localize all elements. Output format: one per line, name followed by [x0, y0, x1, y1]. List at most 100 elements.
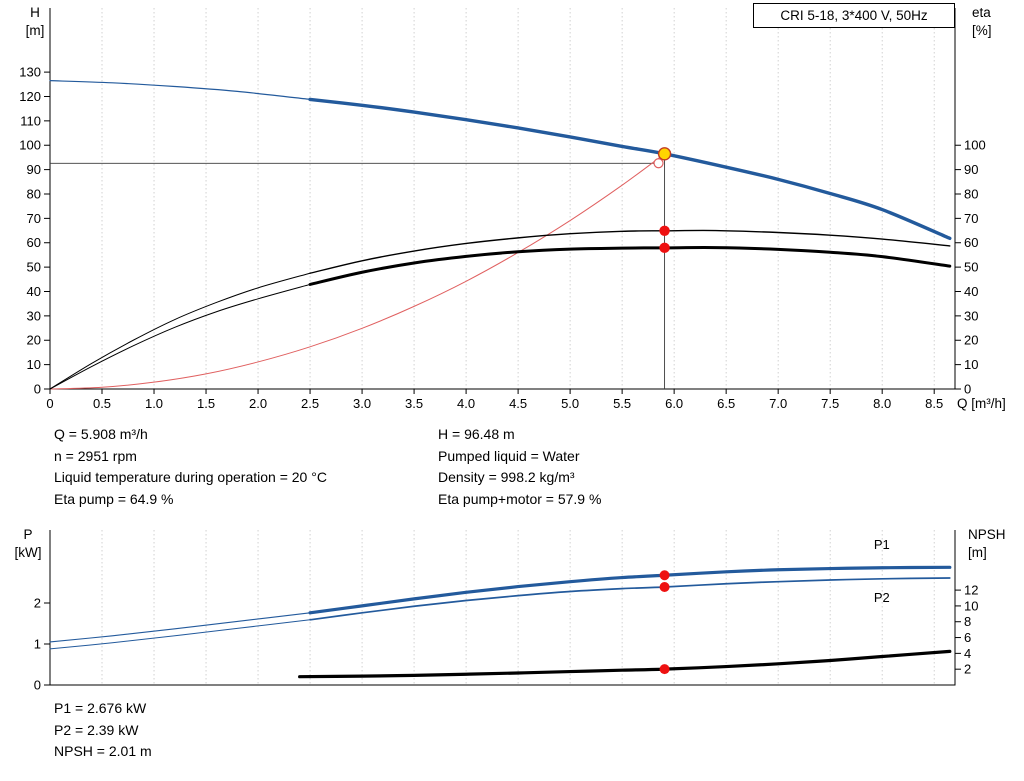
- svg-text:5.0: 5.0: [561, 396, 579, 411]
- p2-dot: [659, 581, 670, 592]
- svg-text:3.0: 3.0: [353, 396, 371, 411]
- duty-point: [657, 147, 672, 161]
- svg-text:70: 70: [964, 211, 978, 226]
- info-head: H = 96.48 m: [438, 426, 515, 442]
- p1-curve-extrapolated: [49, 612, 311, 643]
- h-axis-header: H [m]: [14, 4, 56, 40]
- h-axis-symbol: H: [30, 5, 40, 20]
- svg-text:1: 1: [34, 636, 41, 651]
- eta-axis-symbol: eta: [972, 5, 991, 20]
- svg-text:2.5: 2.5: [301, 396, 319, 411]
- svg-text:40: 40: [27, 284, 41, 299]
- p-axis-unit: [kW]: [14, 545, 42, 560]
- svg-text:80: 80: [27, 186, 41, 201]
- svg-text:60: 60: [27, 235, 41, 250]
- svg-text:130: 130: [19, 65, 41, 80]
- svg-text:0: 0: [34, 382, 41, 397]
- svg-text:20: 20: [964, 333, 978, 348]
- p2-curve-extrapolated: [49, 619, 311, 650]
- eta-pump-curve: [309, 229, 951, 274]
- pump-title: CRI 5-18, 3*400 V, 50Hz: [780, 8, 928, 23]
- svg-text:4.5: 4.5: [509, 396, 527, 411]
- info-flow: Q = 5.908 m³/h: [54, 426, 148, 442]
- p1-label: P1: [874, 537, 890, 552]
- npsh-axis-unit: [m]: [968, 545, 987, 560]
- svg-text:20: 20: [27, 333, 41, 348]
- svg-text:6: 6: [964, 630, 971, 645]
- svg-text:50: 50: [27, 260, 41, 275]
- p-axis-symbol: P: [23, 527, 33, 542]
- info-speed: n = 2951 rpm: [54, 447, 137, 464]
- svg-text:110: 110: [20, 113, 41, 128]
- power-info: P1 = 2.676 kW P2 = 2.39 kW NPSH = 2.01 m: [54, 698, 152, 763]
- svg-text:30: 30: [964, 308, 978, 323]
- svg-text:8.5: 8.5: [925, 396, 943, 411]
- svg-text:6.5: 6.5: [717, 396, 735, 411]
- info-eta-pump-motor: Eta pump+motor = 57.9 %: [438, 490, 602, 507]
- info-p2: P2 = 2.39 kW: [54, 721, 139, 738]
- duty-info-left: Q = 5.908 m³/h n = 2951 rpm Liquid tempe…: [54, 424, 327, 510]
- svg-text:2.0: 2.0: [249, 396, 267, 411]
- system-curve: [49, 153, 666, 390]
- svg-text:10: 10: [27, 357, 41, 372]
- svg-text:5.5: 5.5: [613, 396, 631, 411]
- svg-text:0: 0: [46, 396, 53, 411]
- svg-text:7.0: 7.0: [769, 396, 787, 411]
- eta-axis-unit: [%]: [972, 23, 992, 38]
- svg-text:30: 30: [27, 308, 41, 323]
- svg-text:90: 90: [964, 162, 978, 177]
- svg-text:4: 4: [964, 646, 971, 661]
- p1-dot: [659, 570, 670, 581]
- svg-text:0.5: 0.5: [93, 396, 111, 411]
- svg-text:2: 2: [964, 662, 971, 677]
- npsh-axis-header: NPSH [m]: [968, 526, 1020, 562]
- eta-axis-header: eta [%]: [972, 4, 1020, 40]
- npsh-dot: [659, 664, 670, 675]
- svg-text:6.0: 6.0: [665, 396, 683, 411]
- duty-info-right: H = 96.48 m Pumped liquid = Water Densit…: [438, 424, 601, 510]
- qh-chart: 0 10 20 30 40 50 60 70 80 90 100 110 120 130 0 10 20 30 40…: [19, 8, 986, 411]
- eta-pump-curve-extrapolated: [49, 272, 311, 390]
- pump-title-box: CRI 5-18, 3*400 V, 50Hz: [753, 3, 955, 28]
- info-p1: P1 = 2.676 kW: [54, 700, 147, 716]
- svg-text:70: 70: [27, 211, 41, 226]
- npsh-curve: [298, 649, 952, 679]
- info-pumped-liquid: Pumped liquid = Water: [438, 447, 580, 464]
- eta-pump-motor-dot: [659, 242, 670, 254]
- info-liquid-temperature: Liquid temperature during operation = 20…: [54, 469, 327, 486]
- npsh-axis-symbol: NPSH: [968, 527, 1006, 542]
- info-density: Density = 998.2 kg/m³: [438, 469, 575, 486]
- p2-label: P2: [874, 590, 890, 605]
- svg-text:8.0: 8.0: [873, 396, 891, 411]
- svg-text:12: 12: [964, 583, 978, 598]
- head-curve: [308, 97, 952, 241]
- requested-duty-point-open: [653, 158, 664, 169]
- svg-text:90: 90: [27, 162, 41, 177]
- eta-pump-dot: [659, 225, 670, 236]
- svg-text:80: 80: [964, 186, 978, 201]
- svg-text:10: 10: [964, 598, 978, 613]
- p2-curve: [309, 577, 951, 621]
- eta-pump-motor-curve: [308, 246, 952, 286]
- q-axis-unit: Q [m³/h]: [957, 396, 1006, 411]
- svg-text:50: 50: [964, 260, 978, 275]
- svg-text:120: 120: [19, 89, 41, 104]
- svg-text:1.5: 1.5: [197, 396, 215, 411]
- svg-text:1.0: 1.0: [145, 396, 163, 411]
- info-eta-pump: Eta pump = 64.9 %: [54, 490, 174, 507]
- p-axis-header: P [kW]: [6, 526, 50, 562]
- svg-text:7.5: 7.5: [821, 396, 839, 411]
- head-curve-extrapolated: [49, 80, 311, 101]
- svg-text:0: 0: [34, 678, 41, 693]
- svg-text:60: 60: [964, 235, 978, 250]
- info-npsh: NPSH = 2.01 m: [54, 743, 152, 760]
- eta-pump-motor-curve-extrapolated: [49, 283, 311, 390]
- p1-curve: [308, 565, 952, 615]
- h-axis-unit: [m]: [25, 23, 45, 38]
- svg-text:2: 2: [34, 595, 41, 610]
- svg-text:100: 100: [19, 138, 41, 153]
- svg-text:0: 0: [964, 382, 971, 397]
- svg-text:100: 100: [964, 138, 986, 153]
